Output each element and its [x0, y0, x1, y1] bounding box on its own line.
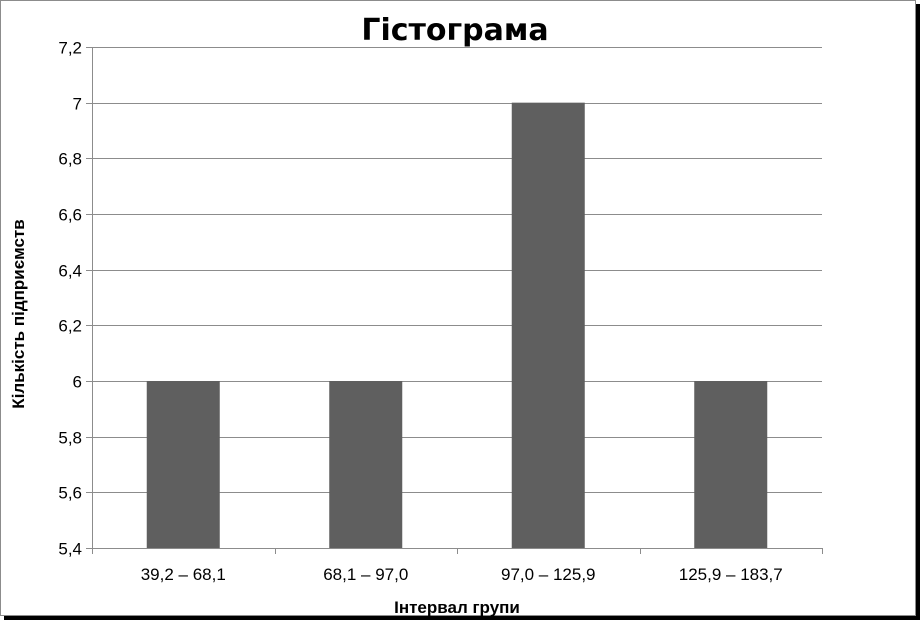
y-tick-label: 6,2 [58, 317, 82, 336]
y-tick-label: 6,4 [58, 262, 82, 281]
x-tick-labels: 39,2 – 68,1 68,1 – 97,0 97,0 – 125,9 125,9 … [141, 565, 783, 584]
chart-title: Гістограма [361, 13, 548, 48]
x-tick-label: 125,9 – 183,7 [679, 565, 783, 584]
bars [146, 102, 768, 549]
x-tick-label: 97,0 – 125,9 [501, 565, 596, 584]
y-tick-label: 6,6 [58, 206, 82, 225]
y-tick-label: 5,4 [58, 540, 82, 559]
y-tick-label: 5,8 [58, 429, 82, 448]
y-axis-title: Кількість підприємств [9, 219, 28, 408]
bar [694, 381, 768, 548]
x-axis-title: Інтервал групи [394, 598, 520, 617]
x-tick-label: 39,2 – 68,1 [141, 565, 226, 584]
bar [146, 381, 220, 548]
y-tick-label: 5,6 [58, 484, 82, 503]
y-tick-label: 6,8 [58, 150, 82, 169]
y-tick-label: 7 [73, 95, 82, 114]
bar [511, 102, 585, 549]
y-tick-labels: 5,4 5,6 5,8 6 6,2 6,4 6,6 6,8 7 7,2 [58, 39, 82, 559]
axes [92, 47, 823, 554]
y-tick-label: 6 [73, 373, 82, 392]
y-tick-label: 7,2 [58, 39, 82, 58]
x-tick-label: 68,1 – 97,0 [323, 565, 408, 584]
bar [329, 381, 403, 548]
